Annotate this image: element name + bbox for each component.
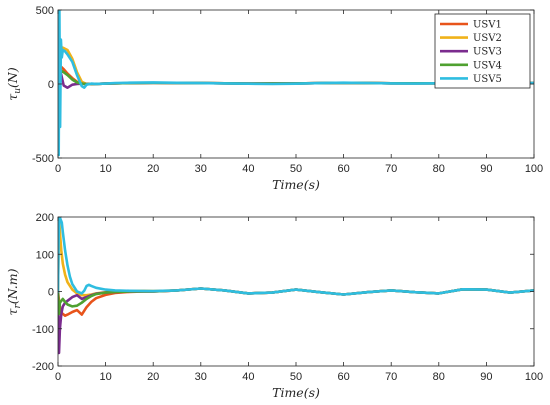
series-group <box>58 217 534 355</box>
x-tick-label: 70 <box>385 371 397 383</box>
y-tick-label: 200 <box>36 212 54 224</box>
x-tick-label: 10 <box>99 163 111 175</box>
y-tick-label: 0 <box>48 79 54 91</box>
x-tick-label: 70 <box>385 163 397 175</box>
x-tick-label: 90 <box>480 371 492 383</box>
x-tick-label: 20 <box>147 371 159 383</box>
top-xlabel: Time(s) <box>272 177 320 192</box>
x-tick-label: 100 <box>525 371 543 383</box>
series-line-usv5 <box>58 217 534 296</box>
x-tick-label: 90 <box>480 163 492 175</box>
legend-label-usv1: USV1 <box>473 20 502 31</box>
series-group <box>58 10 534 157</box>
legend-label-usv3: USV3 <box>473 47 502 58</box>
x-tick-label: 30 <box>195 163 207 175</box>
y-tick-label: -200 <box>32 361 54 373</box>
y-tick-label: -100 <box>32 324 54 336</box>
x-tick-label: 10 <box>99 371 111 383</box>
legend: USV1 USV2 USV3 USV4 USV5 <box>434 13 531 89</box>
x-tick-label: 50 <box>290 371 302 383</box>
series-line-usv5 <box>58 10 534 157</box>
y-tick-label: 0 <box>48 287 54 299</box>
x-tick-label: 50 <box>290 163 302 175</box>
y-tick-label: 100 <box>36 249 54 261</box>
legend-label-usv4: USV4 <box>473 60 502 71</box>
x-tick-label: 100 <box>525 163 543 175</box>
y-tick-label: 500 <box>36 5 54 17</box>
bottom-panel: 0 10 20 30 40 50 60 70 80 90 100 200 100 0 -100 -200 τr… <box>5 212 543 400</box>
legend-label-usv2: USV2 <box>473 33 502 44</box>
bottom-ylabel: τr(N.m) <box>5 268 23 315</box>
x-tick-label: 30 <box>195 371 207 383</box>
bottom-plot-area: 0 10 20 30 40 50 60 70 80 90 100 200 100 0 -100 -200 <box>32 212 543 383</box>
top-plot-area: 0 10 20 30 40 50 60 70 80 90 1005000-500USV1USV2US… <box>32 5 543 175</box>
x-tick-label: 20 <box>147 163 159 175</box>
x-tick-label: 60 <box>337 163 349 175</box>
y-tick-label: -500 <box>32 153 54 165</box>
legend-label-usv5: USV5 <box>473 74 502 85</box>
bottom-xlabel: Time(s) <box>272 385 320 400</box>
x-tick-label: 0 <box>55 371 61 383</box>
x-tick-label: 60 <box>337 371 349 383</box>
x-tick-label: 80 <box>433 371 445 383</box>
x-tick-label: 0 <box>55 163 61 175</box>
x-tick-label: 80 <box>433 163 445 175</box>
x-tick-label: 40 <box>242 371 254 383</box>
x-tick-label: 40 <box>242 163 254 175</box>
